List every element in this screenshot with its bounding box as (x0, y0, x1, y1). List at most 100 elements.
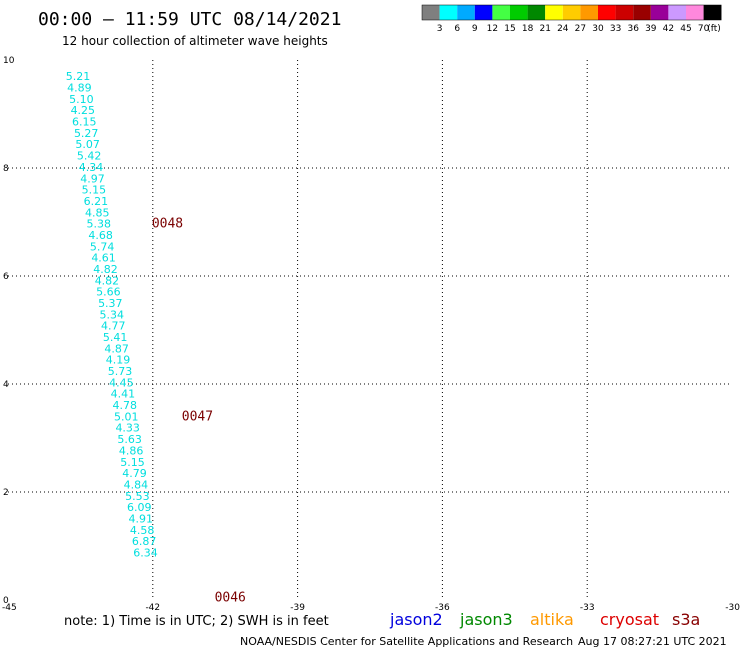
colorbar-label: 70 (698, 24, 710, 34)
wave-height-label: 4.61 (91, 252, 116, 265)
legend-s3a: s3a (672, 610, 700, 629)
wave-height-label: 5.15 (120, 456, 145, 469)
colorbar-swatch (439, 5, 458, 20)
x-tick-label: -30 (725, 603, 740, 613)
legend-altika: altika (530, 610, 574, 629)
chart-subtitle: 12 hour collection of altimeter wave hei… (62, 34, 328, 48)
wave-height-label: 4.19 (106, 354, 131, 367)
wave-height-label: 6.21 (84, 195, 109, 208)
colorbar-swatch (562, 5, 581, 20)
wave-height-label: 4.68 (88, 229, 113, 242)
wave-height-label: 6.09 (127, 501, 152, 514)
wave-height-label: 5.15 (82, 184, 107, 197)
y-tick-label: 6 (3, 272, 9, 282)
colorbar-label: 36 (627, 24, 639, 34)
x-tick-label: -45 (2, 603, 17, 613)
wave-height-label: 6.15 (72, 116, 97, 129)
x-tick-label: -33 (580, 603, 595, 613)
colorbar-label: 27 (575, 24, 586, 34)
colorbar-label: 12 (487, 24, 498, 34)
wave-height-label: 4.97 (80, 172, 105, 185)
wave-height-label: 5.27 (74, 127, 99, 140)
colorbar-swatch (457, 5, 475, 20)
wave-height-label: 5.42 (77, 150, 102, 163)
wave-height-label: 5.10 (69, 93, 94, 106)
colorbar-swatch (650, 5, 669, 20)
wave-height-label: 4.41 (111, 388, 136, 401)
x-tick-label: -36 (435, 603, 450, 613)
colorbar-swatch (510, 5, 528, 20)
colorbar-swatch (686, 5, 704, 20)
wave-height-label: 6.87 (132, 535, 157, 548)
colorbar-label: 3 (437, 24, 443, 34)
y-tick-label: 2 (3, 488, 9, 498)
colorbar-label: 42 (663, 24, 674, 34)
footnote: note: 1) Time is in UTC; 2) SWH is in fe… (64, 614, 329, 629)
wave-height-label: 6.34 (133, 546, 158, 559)
colorbar-frame (421, 4, 722, 21)
timestamp: Aug 17 08:27:21 UTC 2021 (578, 635, 727, 648)
colorbar-label: 45 (680, 24, 691, 34)
colorbar-swatch (474, 5, 493, 20)
wave-height-label: 4.77 (101, 320, 126, 333)
wave-height-label: 4.84 (124, 478, 149, 491)
wave-height-label: 5.74 (90, 240, 115, 253)
wave-height-label: 5.37 (98, 297, 123, 310)
wave-height-label: 5.73 (108, 365, 133, 378)
wave-height-label: 4.45 (109, 376, 134, 389)
wave-height-label: 5.38 (86, 218, 111, 231)
y-tick-label: 0 (3, 596, 9, 606)
wave-height-label: 5.01 (114, 410, 139, 423)
colorbar-label: 39 (645, 24, 657, 34)
y-tick-label: 10 (3, 56, 15, 66)
y-axis-ticks: 0 2 4 6 8 10 (3, 56, 15, 606)
y-tick-label: 4 (3, 380, 9, 390)
wave-height-label: 5.07 (75, 138, 100, 151)
colorbar-swatch (615, 5, 634, 20)
legend-jason3: jason3 (459, 610, 513, 629)
colorbar-swatch (527, 5, 546, 20)
wave-height-label: 5.21 (66, 70, 91, 83)
x-tick-label: -39 (290, 603, 305, 613)
legend-cryosat: cryosat (600, 610, 659, 629)
wave-height-label: 4.82 (95, 274, 120, 287)
wave-height-label: 4.78 (113, 399, 138, 412)
pass-annotations: 0048 0047 0046 (152, 217, 246, 606)
satellite-legend: jason2 jason3 altika cryosat s3a (389, 610, 700, 629)
wave-height-label: 5.34 (100, 308, 125, 321)
colorbar-swatch (422, 5, 440, 20)
colorbar-swatch (580, 5, 598, 20)
wave-height-label: 5.53 (125, 490, 150, 503)
wave-height-label: 4.82 (93, 263, 118, 276)
colorbar-label: 30 (592, 24, 604, 34)
x-tick-label: -42 (145, 603, 160, 613)
wave-height-label: 4.89 (67, 82, 92, 95)
colorbar-label: 15 (504, 24, 515, 34)
pass-number-label: 0048 (152, 217, 183, 232)
colorbar-unit: (ft) (707, 24, 721, 34)
wave-height-label: 4.79 (122, 467, 147, 480)
colorbar-label: 18 (522, 24, 534, 34)
legend-jason2: jason2 (389, 610, 443, 629)
wave-height-label: 5.66 (96, 286, 121, 299)
colorbar-label: 33 (610, 24, 621, 34)
wave-height-colorbar: 3 6 9 12 15 18 21 24 27 30 33 36 39 42 45 70(ft) (421, 4, 722, 34)
colorbar-swatch (598, 5, 616, 20)
wave-height-labels: 5.214.895.104.256.155.275.075.424.344.97… (66, 70, 158, 559)
wave-height-label: 5.63 (117, 433, 142, 446)
wave-height-label: 4.86 (119, 444, 144, 457)
wave-height-label: 4.85 (85, 206, 110, 219)
colorbar-label: 21 (539, 24, 550, 34)
credit-line: NOAA/NESDIS Center for Satellite Applica… (240, 635, 573, 648)
colorbar-swatch (492, 5, 510, 20)
wave-height-label: 4.33 (115, 422, 140, 435)
colorbar-label: 6 (454, 24, 460, 34)
pass-number-label: 0046 (215, 590, 246, 605)
wave-height-label: 4.91 (128, 512, 153, 525)
wave-height-label: 4.25 (71, 104, 96, 117)
wave-height-label: 5.41 (103, 331, 128, 344)
pass-number-label: 0047 (182, 409, 213, 424)
colorbar-swatch (545, 5, 563, 20)
